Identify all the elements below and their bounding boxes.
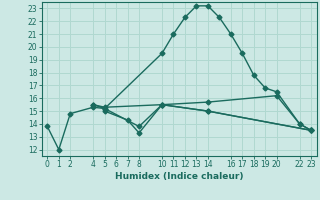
X-axis label: Humidex (Indice chaleur): Humidex (Indice chaleur) — [115, 172, 244, 181]
